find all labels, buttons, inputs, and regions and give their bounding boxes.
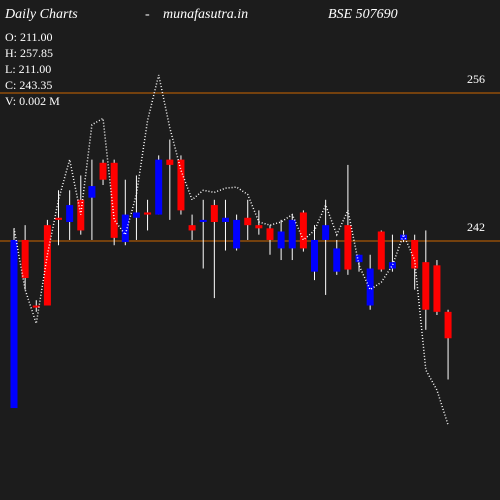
candle-body — [366, 268, 374, 306]
candle-body — [21, 239, 29, 279]
candle-body — [77, 199, 85, 231]
ohlc-info: C: 243.35 — [5, 78, 52, 92]
candle-body — [277, 231, 285, 249]
candle-body — [188, 225, 196, 231]
candle-body — [355, 254, 363, 263]
candle-body — [199, 219, 207, 222]
candle-body — [411, 239, 419, 269]
candle-body — [55, 217, 63, 220]
candle-body — [144, 212, 152, 215]
candle-body — [177, 159, 185, 211]
candle-body — [266, 228, 274, 240]
candle-body — [255, 225, 263, 229]
candle-body — [166, 159, 174, 165]
candle-body — [400, 234, 408, 240]
candle-body — [10, 239, 18, 409]
candle-body — [155, 159, 163, 215]
candle-body — [210, 205, 218, 222]
candle-body — [299, 212, 307, 249]
candle-body — [311, 239, 319, 272]
candle-body — [99, 162, 107, 180]
candle-body — [121, 214, 129, 243]
candle-body — [333, 248, 341, 272]
ohlc-info: L: 211.00 — [5, 62, 51, 76]
chart-title: Daily Charts — [4, 7, 78, 22]
y-tick-label: 256 — [467, 72, 485, 86]
candle-body — [244, 217, 252, 226]
moving-average-line — [13, 74, 449, 426]
ohlc-info: H: 257.85 — [5, 46, 53, 60]
candle-body — [233, 219, 241, 249]
candle-body — [288, 219, 296, 249]
candle-body — [444, 311, 452, 339]
separator: - — [145, 7, 150, 22]
candle-body — [433, 265, 441, 312]
candle-body — [43, 225, 51, 306]
candle-body — [132, 212, 140, 218]
site-name: munafasutra.in — [163, 7, 248, 22]
ohlc-info: O: 211.00 — [5, 30, 53, 44]
candle-body — [32, 305, 40, 308]
candle-body — [388, 262, 396, 269]
candle-body — [377, 231, 385, 270]
candle-body — [66, 205, 74, 222]
candle-body — [88, 186, 96, 198]
y-tick-label: 242 — [467, 220, 485, 234]
candle-body — [422, 262, 430, 310]
candle-body — [322, 225, 330, 240]
ohlc-info: V: 0.002 M — [5, 94, 60, 108]
candle-body — [110, 162, 118, 238]
symbol: BSE 507690 — [328, 7, 398, 22]
candle-body — [221, 217, 229, 222]
candle-body — [344, 225, 352, 270]
